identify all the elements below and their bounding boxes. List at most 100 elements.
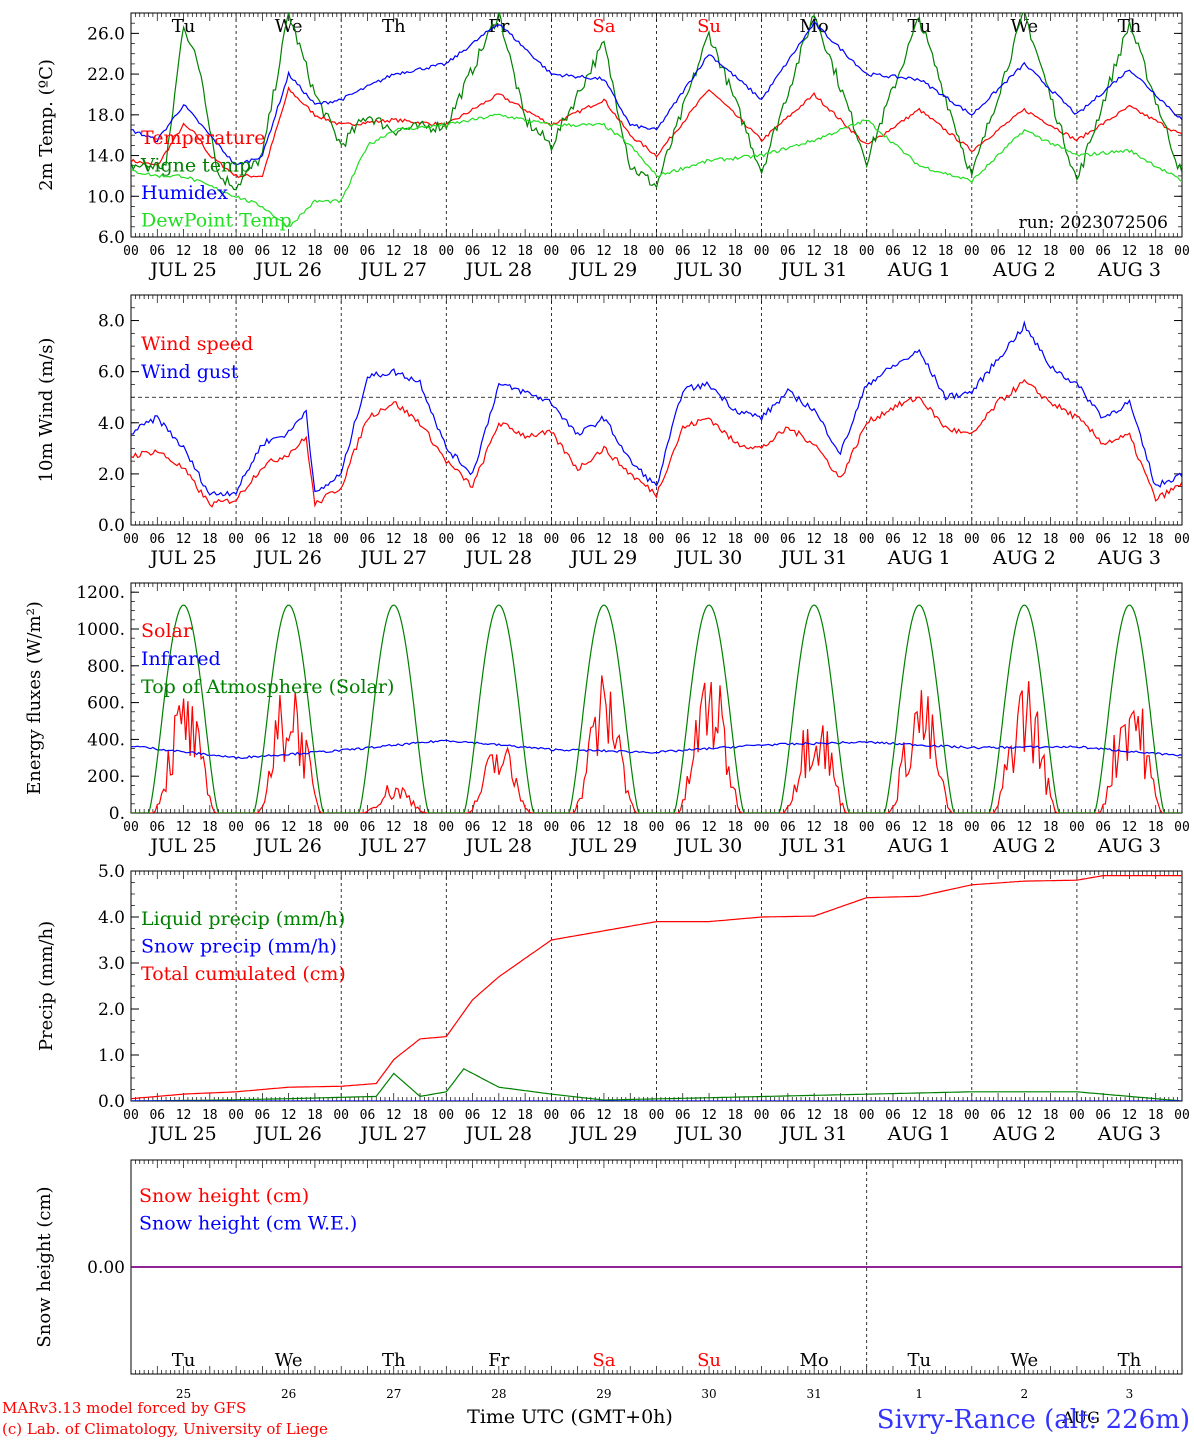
date-label: AUG 3 (1097, 547, 1161, 569)
series-line-vigne-temp (131, 13, 1182, 191)
series-line-total-cumulated-cm (131, 875, 1182, 1100)
hour-tick-label: 06 (990, 532, 1006, 547)
day-number-label: 2 (1021, 1387, 1029, 1401)
hour-tick-label: 12 (806, 244, 822, 259)
y-tick-label: 0.00 (87, 1258, 125, 1278)
hour-tick-label: 06 (360, 1108, 376, 1123)
date-label: AUG 3 (1097, 259, 1161, 281)
hour-tick-label: 00 (228, 244, 244, 259)
hour-tick-label: 06 (780, 532, 796, 547)
hour-tick-label: 18 (622, 820, 638, 835)
hour-tick-label: 12 (1017, 820, 1033, 835)
hour-tick-label: 00 (964, 244, 980, 259)
hour-tick-label: 18 (1148, 1108, 1164, 1123)
y-axis-label: 2m Temp. (ºC) (36, 59, 57, 191)
hour-tick-label: 00 (1069, 820, 1085, 835)
hour-tick-label: 06 (780, 1108, 796, 1123)
hour-tick-label: 12 (281, 244, 297, 259)
y-tick-label: 1.0 (98, 1046, 125, 1066)
legend-entry: Humidex (141, 182, 228, 204)
hour-tick-label: 18 (622, 532, 638, 547)
hour-tick-label: 18 (938, 532, 954, 547)
y-tick-label: 18.0 (87, 106, 125, 126)
weekday-label: Th (1118, 1350, 1142, 1371)
y-tick-label: 200. (87, 767, 125, 787)
date-label: JUL 29 (569, 547, 637, 569)
hour-tick-label: 00 (754, 1108, 770, 1123)
hour-tick-label: 00 (333, 820, 349, 835)
day-number-label: 3 (1126, 1387, 1134, 1401)
hour-tick-label: 06 (675, 244, 691, 259)
y-tick-label: 6.0 (98, 363, 125, 383)
hour-tick-label: 12 (701, 1108, 717, 1123)
date-label: JUL 25 (148, 1123, 216, 1145)
hour-tick-label: 00 (1174, 244, 1190, 259)
date-label: JUL 25 (148, 835, 216, 857)
weekday-label: We (275, 1350, 303, 1371)
y-axis-label: Energy fluxes (W/m²) (24, 601, 45, 795)
hour-tick-label: 00 (754, 532, 770, 547)
hour-tick-label: 06 (675, 532, 691, 547)
hour-tick-label: 12 (1017, 532, 1033, 547)
hour-tick-label: 00 (544, 532, 560, 547)
hour-tick-label: 00 (228, 1108, 244, 1123)
date-label: JUL 29 (569, 1123, 637, 1145)
copyright-credit: (c) Lab. of Climatology, University of L… (2, 1420, 328, 1438)
time-axis-label: Time UTC (GMT+0h) (467, 1406, 673, 1428)
date-label: JUL 27 (359, 259, 427, 281)
hour-tick-label: 06 (780, 820, 796, 835)
hour-tick-label: 12 (911, 244, 927, 259)
hour-tick-label: 18 (938, 244, 954, 259)
weekday-label: Th (382, 1350, 406, 1371)
panel-precip: 0.0 1.0 2.0 3.0 4.0 5.0 Precip (mm/h) 00 06 12 18 0… (36, 862, 1190, 1145)
hour-tick-label: 12 (1122, 532, 1138, 547)
hour-tick-label: 12 (281, 1108, 297, 1123)
panel-snow: 0.00 Snow height (cm) Tu 25 We 26 Th 27 Fr 28 Sa 29… (34, 1159, 1183, 1401)
hour-tick-label: 12 (386, 244, 402, 259)
y-tick-label: 4.0 (98, 908, 125, 928)
hour-tick-label: 18 (307, 1108, 323, 1123)
date-label: AUG 2 (992, 547, 1056, 569)
hour-tick-label: 06 (885, 532, 901, 547)
hour-tick-label: 00 (859, 532, 875, 547)
model-credit: MARv3.13 model forced by GFS (2, 1399, 246, 1417)
hour-tick-label: 06 (360, 244, 376, 259)
hour-tick-label: 18 (833, 244, 849, 259)
hour-tick-label: 12 (1017, 1108, 1033, 1123)
hour-tick-label: 06 (570, 820, 586, 835)
hour-tick-label: 00 (1069, 1108, 1085, 1123)
hour-tick-label: 06 (360, 532, 376, 547)
hour-tick-label: 18 (1148, 244, 1164, 259)
hour-tick-label: 12 (911, 1108, 927, 1123)
hour-tick-label: 00 (544, 820, 560, 835)
date-label: JUL 31 (779, 547, 847, 569)
hour-tick-label: 06 (465, 1108, 481, 1123)
hour-tick-label: 12 (491, 532, 507, 547)
y-tick-label: 4.0 (98, 414, 125, 434)
hour-tick-label: 18 (622, 244, 638, 259)
weekday-label: Su (697, 1350, 721, 1371)
y-tick-label: 3.0 (98, 954, 125, 974)
hour-tick-label: 12 (1122, 1108, 1138, 1123)
hour-tick-label: 18 (412, 1108, 428, 1123)
hour-tick-label: 06 (255, 532, 271, 547)
hour-tick-label: 12 (386, 1108, 402, 1123)
series-line-solar (131, 675, 1182, 813)
hour-tick-label: 12 (701, 532, 717, 547)
day-number-label: 25 (176, 1387, 191, 1401)
hour-tick-label: 00 (1069, 532, 1085, 547)
hour-tick-label: 18 (1043, 1108, 1059, 1123)
hour-tick-label: 18 (412, 244, 428, 259)
hour-tick-label: 12 (596, 820, 612, 835)
legend-entry: Total cumulated (cm) (141, 963, 346, 985)
hour-tick-label: 06 (360, 820, 376, 835)
hour-tick-label: 12 (806, 1108, 822, 1123)
hour-tick-label: 12 (176, 820, 192, 835)
hour-tick-label: 00 (333, 532, 349, 547)
hour-tick-label: 06 (1095, 532, 1111, 547)
panel-frame (130, 12, 1183, 238)
date-label: AUG 2 (992, 1123, 1056, 1145)
y-tick-label: 400. (87, 730, 125, 750)
y-axis-label: 10m Wind (m/s) (36, 338, 57, 483)
